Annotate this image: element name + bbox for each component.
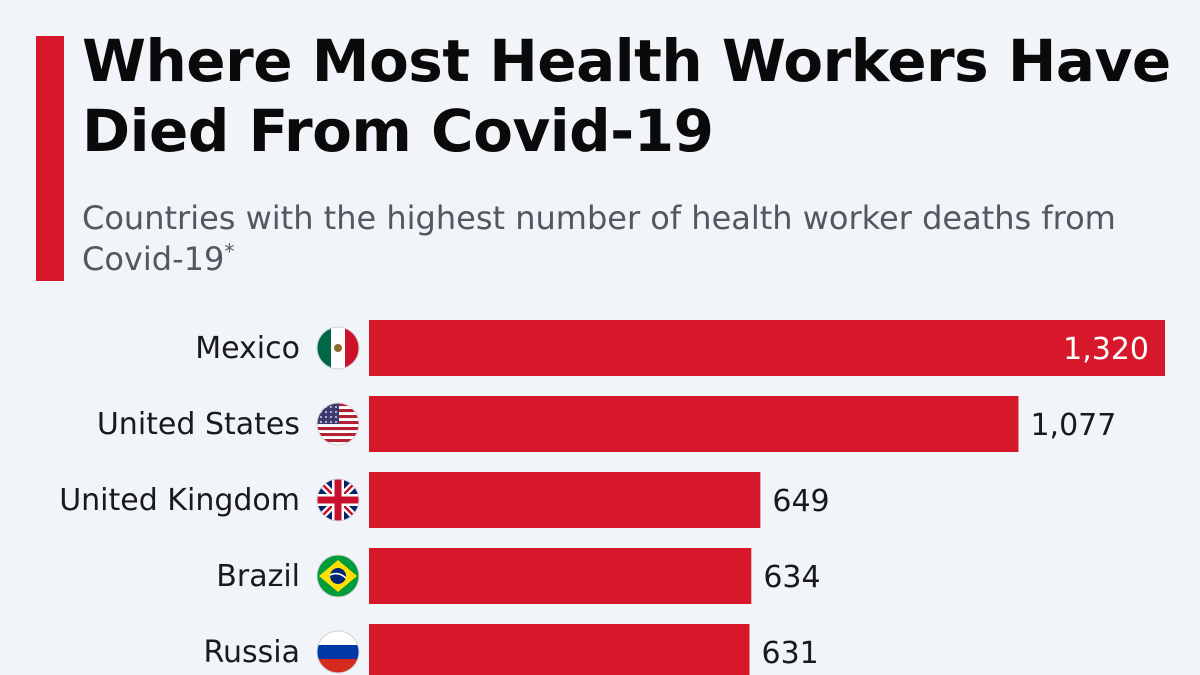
united-kingdom-flag-icon: [316, 478, 360, 522]
bar-russia: [369, 624, 750, 675]
category-label-united-states: United States: [97, 407, 300, 442]
mexico-flag-icon: [316, 326, 360, 370]
russia-flag-icon: [316, 630, 360, 674]
value-label-mexico: 1,320: [1063, 332, 1149, 367]
category-label-mexico: Mexico: [195, 331, 300, 366]
footnote-marker: *: [224, 239, 235, 264]
category-label-brazil: Brazil: [216, 559, 300, 594]
bar-united-kingdom: [369, 472, 761, 528]
category-label-united-kingdom: United Kingdom: [59, 483, 300, 518]
bars-layer: Mexico 1,320 United States 1,077 United King…: [59, 320, 1165, 675]
subtitle-text: Countries with the highest number of hea…: [82, 199, 1116, 278]
chart-title: Where Most Health Workers Have Died From…: [82, 27, 1171, 165]
value-label-russia: 631: [762, 636, 819, 671]
category-label-russia: Russia: [204, 635, 301, 670]
accent-bar: [36, 36, 64, 281]
value-label-united-kingdom: 649: [772, 484, 829, 519]
brazil-flag-icon: [316, 554, 360, 598]
bar-brazil: [369, 548, 752, 604]
bar-united-states: [369, 396, 1019, 452]
united-states-flag-icon: [316, 402, 360, 446]
value-label-brazil: 634: [763, 560, 820, 595]
value-label-united-states: 1,077: [1030, 408, 1116, 443]
chart-subtitle: Countries with the highest number of hea…: [82, 198, 1192, 280]
bar-mexico: [369, 320, 1165, 376]
